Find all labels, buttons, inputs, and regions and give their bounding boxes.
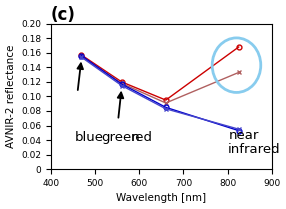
X-axis label: Wavelength [nm]: Wavelength [nm] xyxy=(116,194,206,203)
Text: (c): (c) xyxy=(51,6,76,24)
Text: near: near xyxy=(229,129,259,141)
Text: green: green xyxy=(101,131,140,144)
Y-axis label: AVNIR-2 reflectance: AVNIR-2 reflectance xyxy=(5,45,15,148)
Text: red: red xyxy=(130,131,152,144)
Text: blue: blue xyxy=(74,131,103,144)
Text: infrared: infrared xyxy=(228,143,280,156)
